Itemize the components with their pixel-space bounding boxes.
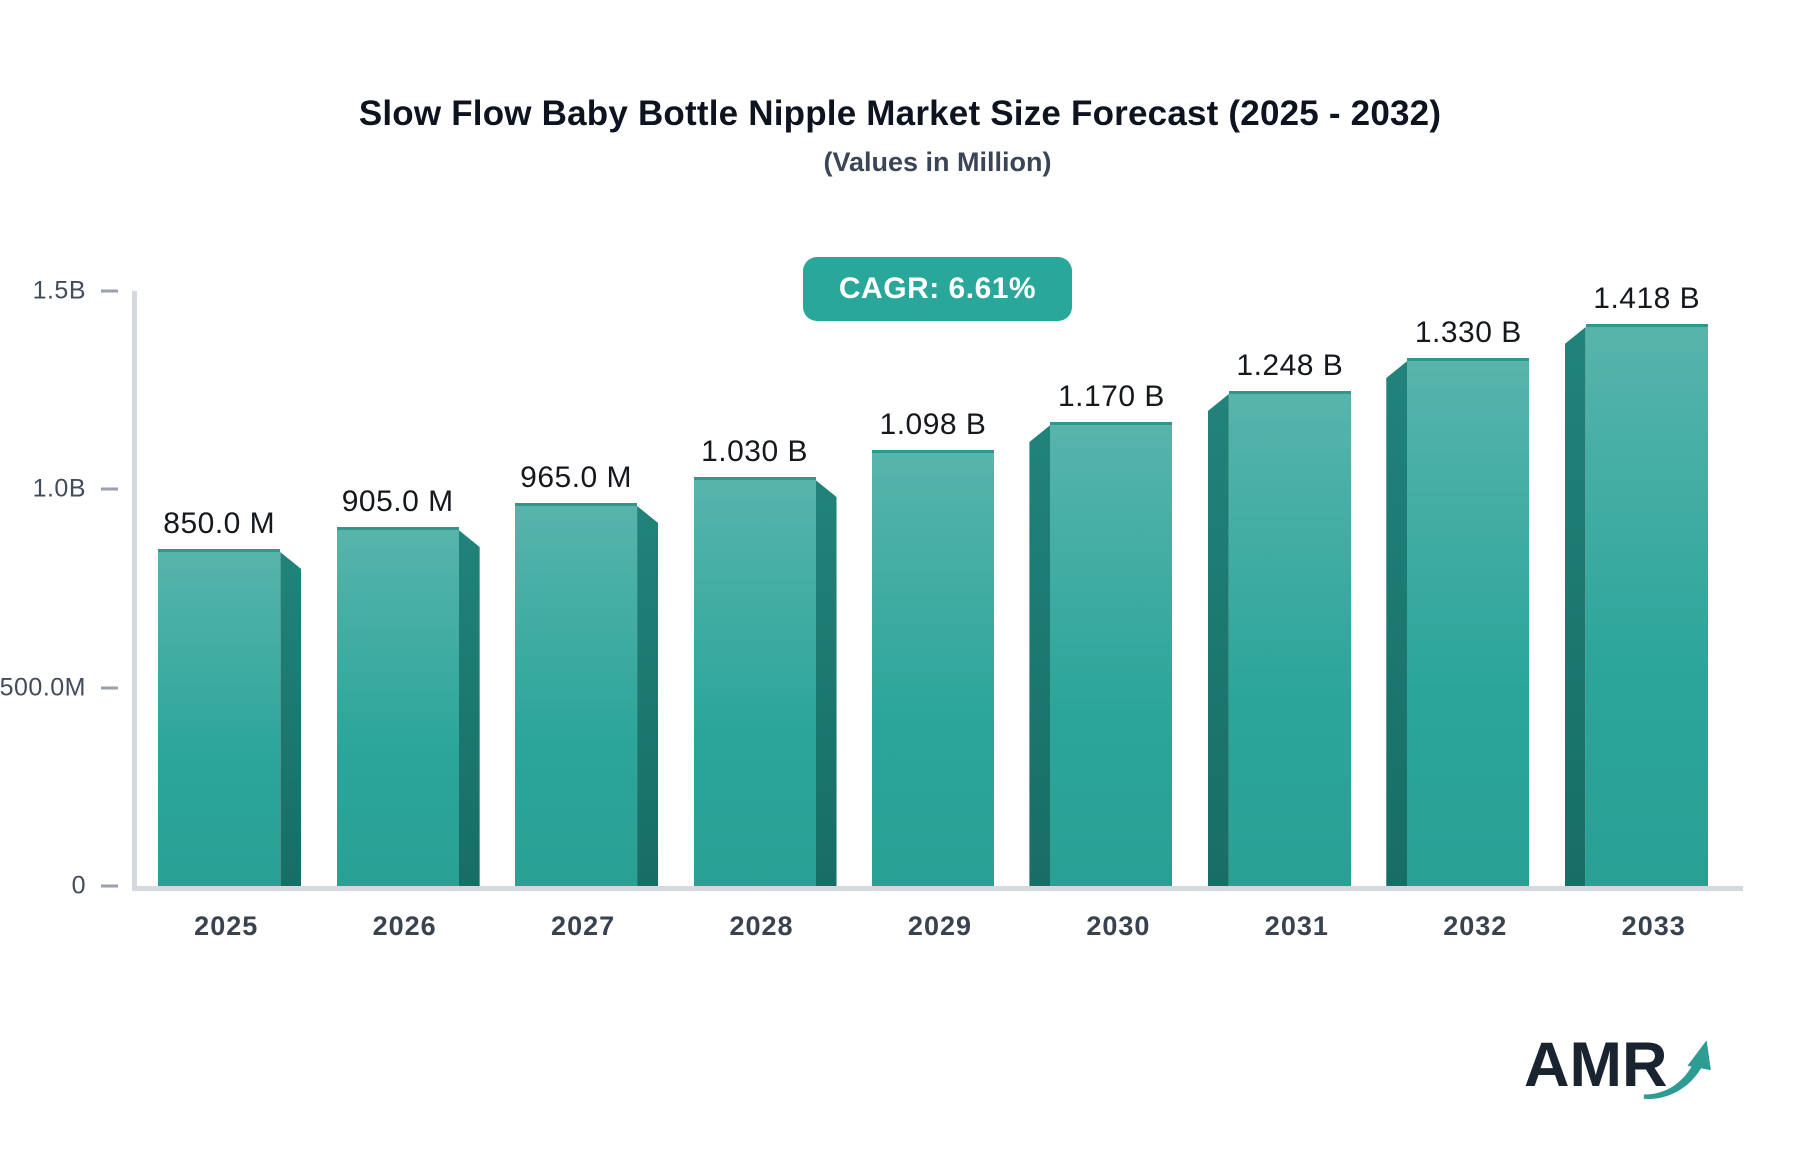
y-tick-label: 1.0B — [32, 474, 86, 503]
bar-column: 965.0 M 2027 — [494, 291, 672, 941]
bar-value-label: 1.098 B — [879, 408, 987, 441]
x-tick-label: 2031 — [1264, 911, 1329, 941]
bar: 965.0 M — [515, 461, 659, 886]
bar-group: 1.098 B — [871, 291, 994, 886]
bar: 1.170 B — [1029, 380, 1173, 886]
y-tick-mark — [101, 884, 118, 888]
bar-side-3d — [458, 530, 480, 886]
bar-group: 1.170 B — [1029, 291, 1173, 886]
bar-side-3d — [280, 552, 302, 886]
y-tick-label: 500.0M — [0, 673, 86, 702]
bar-side-3d — [1029, 425, 1051, 886]
bar-group: 1.418 B — [1564, 282, 1708, 886]
bar-group: 850.0 M — [158, 291, 302, 886]
bar-value-label: 905.0 M — [341, 485, 454, 518]
bar-value-label: 1.170 B — [1057, 380, 1165, 413]
y-tick-mark — [101, 289, 118, 293]
x-axis-line — [132, 886, 1743, 891]
bar-value-label: 965.0 M — [520, 461, 633, 494]
growth-arrow-icon — [1643, 1040, 1711, 1100]
chart-subtitle: (Values in Million) — [823, 147, 1052, 177]
bar-columns: 850.0 M 2025 905.0 M 2026 965.0 M 2027 1.030 B… — [137, 282, 1743, 941]
y-tick-mark — [101, 487, 118, 491]
bar-column: 1.098 B 2029 — [851, 291, 1029, 941]
bar-value-label: 1.030 B — [701, 435, 808, 468]
bar-side-3d — [637, 506, 659, 886]
chart-title: Slow Flow Baby Bottle Nipple Market Size… — [358, 94, 1442, 133]
amr-logo-text: AMR — [1524, 1030, 1668, 1100]
bar-column: 1.248 B 2031 — [1207, 291, 1386, 941]
bar-column: 1.330 B 2032 — [1386, 291, 1564, 941]
bar-value-label: 1.418 B — [1593, 282, 1701, 315]
bar-value-label: 1.330 B — [1414, 316, 1522, 349]
bar-group: 1.030 B — [693, 291, 837, 886]
x-tick-label: 2027 — [551, 911, 616, 941]
x-tick-label: 2030 — [1086, 911, 1151, 941]
bar-column: 1.030 B 2028 — [672, 291, 850, 941]
bar: 1.030 B — [693, 435, 837, 886]
bar: 905.0 M — [336, 485, 480, 886]
bar-column: 905.0 M 2026 — [315, 291, 493, 941]
y-tick-label: 0 — [71, 871, 86, 900]
bar-group: 965.0 M — [515, 291, 659, 886]
bar-column: 850.0 M 2025 — [137, 291, 315, 941]
bar: 1.098 B — [871, 408, 994, 886]
bar-column: 1.418 B 2033 — [1564, 282, 1743, 941]
x-tick-label: 2025 — [194, 911, 259, 941]
bar-group: 1.248 B — [1207, 291, 1351, 886]
cagr-badge: CAGR: 6.61% — [802, 257, 1073, 321]
x-tick-label: 2028 — [729, 911, 794, 941]
bar: 1.330 B — [1386, 316, 1530, 886]
y-tick-mark — [101, 686, 118, 690]
cagr-badge-row: CAGR: 6.61% — [132, 257, 1743, 321]
bar-value-label: 1.248 B — [1236, 349, 1344, 382]
bar: 1.248 B — [1207, 349, 1351, 886]
amr-logo: AMR — [1524, 1030, 1711, 1114]
bar-group: 1.330 B — [1386, 291, 1530, 886]
x-tick-label: 2029 — [907, 911, 973, 941]
bar: 850.0 M — [158, 507, 302, 886]
y-tick-label: 1.5B — [32, 276, 86, 305]
bar: 1.418 B — [1564, 282, 1708, 886]
bar-side-3d — [1386, 361, 1408, 886]
bar-side-3d — [1207, 394, 1229, 886]
x-tick-label: 2033 — [1621, 911, 1686, 941]
x-tick-label: 2026 — [372, 911, 437, 941]
bar-value-label: 850.0 M — [163, 507, 276, 540]
bar-column: 1.170 B 2030 — [1029, 291, 1207, 941]
bar-group: 905.0 M — [336, 291, 480, 886]
bar-side-3d — [1564, 327, 1586, 886]
y-axis-line — [132, 291, 137, 886]
plot-area: 850.0 M 2025 905.0 M 2026 965.0 M 2027 1.030 B… — [0, 277, 1743, 941]
bar-side-3d — [815, 480, 837, 886]
x-tick-label: 2032 — [1443, 911, 1508, 941]
